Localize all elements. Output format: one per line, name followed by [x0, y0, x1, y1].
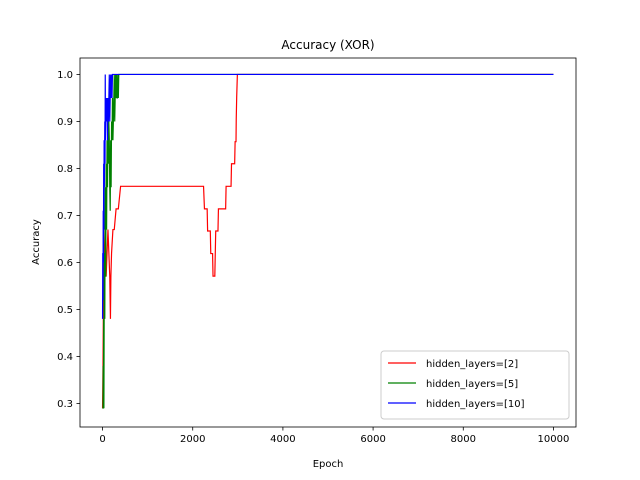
x-tick-label: 8000 [451, 434, 476, 445]
y-axis: 0.3 0.4 0.5 0.6 0.7 0.8 0.9 1.0 [57, 70, 80, 410]
y-tick-label: 0.3 [57, 399, 73, 410]
y-tick-label: 0.5 [57, 305, 73, 316]
y-tick-label: 0.4 [57, 352, 73, 363]
series-line-2 [101, 73, 554, 319]
y-tick-label: 0.8 [57, 164, 73, 175]
legend-label-2: hidden_layers=[10] [426, 399, 525, 410]
legend-frame [380, 350, 570, 420]
legend-label-0: hidden_layers=[2] [426, 359, 518, 370]
y-tick-label: 1.0 [57, 70, 73, 81]
legend-label-1: hidden_layers=[5] [426, 379, 518, 390]
series-line-0 [101, 73, 554, 409]
x-axis-label: Epoch [313, 459, 344, 470]
x-tick-label: 0 [99, 434, 105, 445]
x-tick-label: 2000 [180, 434, 205, 445]
chart-title: Accuracy (XOR) [281, 38, 374, 52]
x-tick-label: 6000 [360, 434, 385, 445]
y-axis-label: Accuracy [31, 219, 42, 265]
x-tick-label: 10000 [538, 434, 570, 445]
series-line-1 [102, 73, 554, 409]
y-tick-label: 0.7 [57, 211, 73, 222]
y-tick-label: 0.9 [57, 117, 73, 128]
x-axis: 0 2000 4000 6000 8000 10000 [99, 427, 569, 445]
plot-frame [79, 57, 577, 428]
legend: hidden_layers=[2] hidden_layers=[5]hidden… [380, 350, 570, 420]
x-tick-label: 4000 [270, 434, 295, 445]
series-layer [101, 73, 554, 409]
y-tick-label: 0.6 [57, 258, 73, 269]
